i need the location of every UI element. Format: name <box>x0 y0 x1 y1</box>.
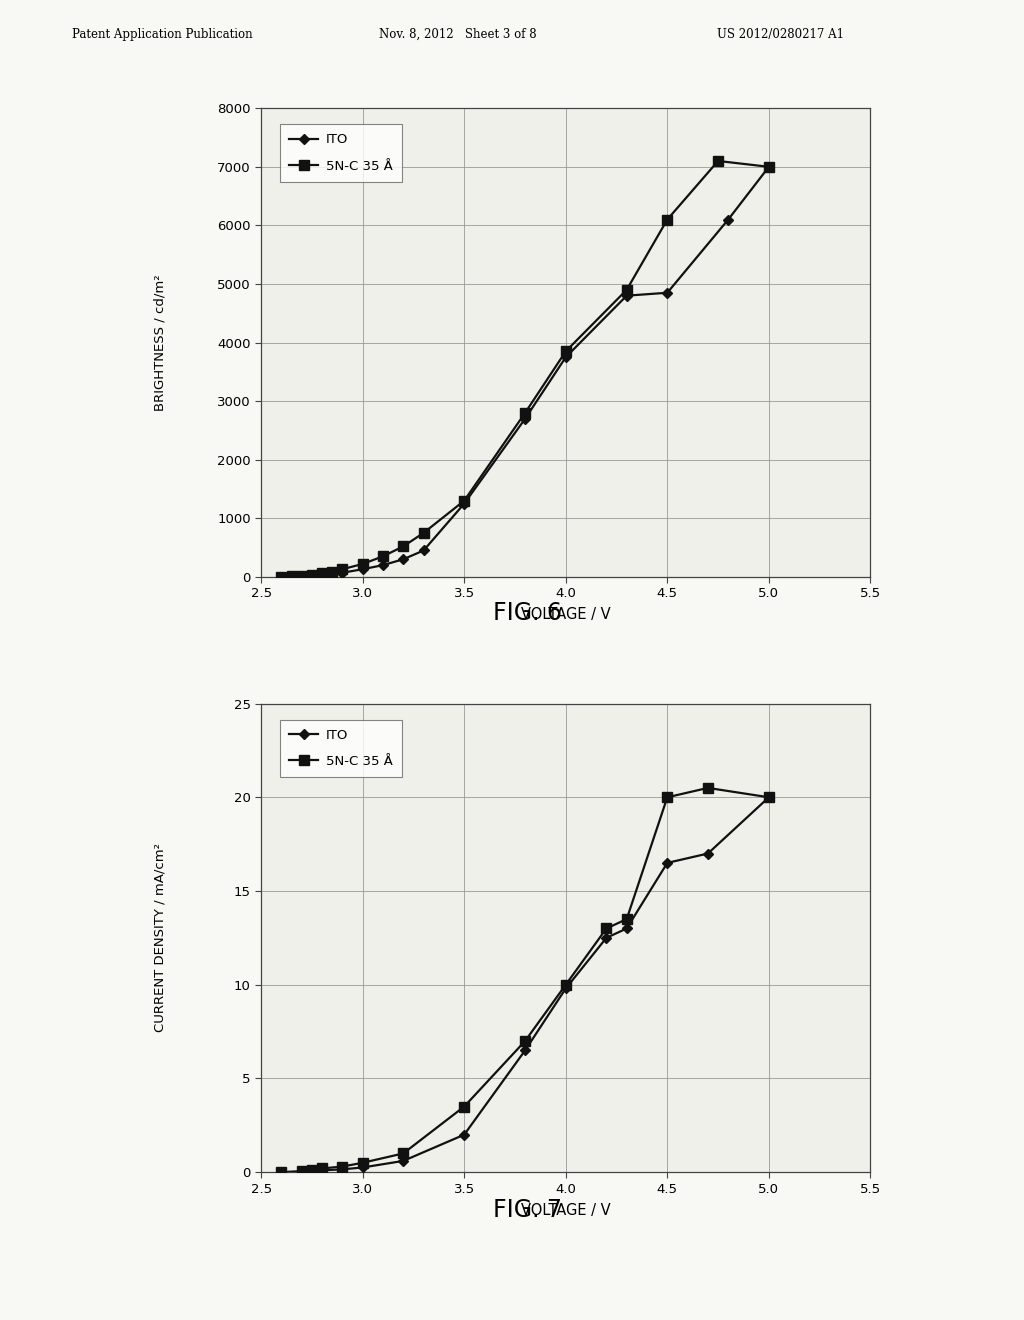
5N-C 35 Å <box>275 1164 288 1180</box>
5N-C 35 Å <box>763 789 775 805</box>
ITO <box>356 1159 369 1175</box>
ITO <box>763 158 775 174</box>
X-axis label: VOLTAGE / V: VOLTAGE / V <box>521 607 610 622</box>
ITO <box>377 557 389 573</box>
5N-C 35 Å <box>559 343 571 359</box>
5N-C 35 Å <box>600 920 612 936</box>
ITO <box>296 569 308 585</box>
5N-C 35 Å <box>315 565 328 581</box>
Line: 5N-C 35 Å: 5N-C 35 Å <box>276 783 773 1176</box>
ITO <box>662 855 674 871</box>
5N-C 35 Å <box>662 789 674 805</box>
5N-C 35 Å <box>315 1160 328 1176</box>
Legend: ITO, 5N-C 35 Å: ITO, 5N-C 35 Å <box>280 124 402 182</box>
Text: FIG. 7: FIG. 7 <box>493 1199 562 1222</box>
5N-C 35 Å <box>621 911 633 927</box>
ITO <box>600 929 612 945</box>
5N-C 35 Å <box>701 780 714 796</box>
Line: ITO: ITO <box>278 793 773 1176</box>
ITO <box>397 1152 410 1168</box>
ITO <box>418 543 430 558</box>
Text: US 2012/0280217 A1: US 2012/0280217 A1 <box>717 28 844 41</box>
ITO <box>356 561 369 577</box>
ITO <box>306 568 318 583</box>
5N-C 35 Å <box>306 566 318 582</box>
ITO <box>519 411 531 426</box>
5N-C 35 Å <box>458 1098 470 1114</box>
5N-C 35 Å <box>326 564 338 579</box>
5N-C 35 Å <box>559 977 571 993</box>
5N-C 35 Å <box>356 556 369 572</box>
ITO <box>326 566 338 582</box>
ITO <box>336 1162 348 1177</box>
Line: 5N-C 35 Å: 5N-C 35 Å <box>276 157 773 581</box>
ITO <box>286 569 298 585</box>
5N-C 35 Å <box>662 211 674 227</box>
ITO <box>336 565 348 581</box>
5N-C 35 Å <box>458 492 470 508</box>
Text: FIG. 6: FIG. 6 <box>493 602 562 626</box>
5N-C 35 Å <box>296 1163 308 1179</box>
5N-C 35 Å <box>336 561 348 577</box>
ITO <box>296 1164 308 1180</box>
5N-C 35 Å <box>275 569 288 585</box>
5N-C 35 Å <box>418 525 430 541</box>
ITO <box>275 1164 288 1180</box>
ITO <box>701 846 714 862</box>
ITO <box>621 920 633 936</box>
5N-C 35 Å <box>519 1034 531 1049</box>
ITO <box>315 1163 328 1179</box>
5N-C 35 Å <box>397 539 410 554</box>
5N-C 35 Å <box>286 569 298 585</box>
5N-C 35 Å <box>336 1159 348 1175</box>
ITO <box>397 552 410 568</box>
5N-C 35 Å <box>763 158 775 174</box>
Y-axis label: BRIGHTNESS / cd/m²: BRIGHTNESS / cd/m² <box>154 275 167 411</box>
Text: Patent Application Publication: Patent Application Publication <box>72 28 252 41</box>
5N-C 35 Å <box>377 548 389 564</box>
ITO <box>559 350 571 366</box>
5N-C 35 Å <box>296 568 308 583</box>
5N-C 35 Å <box>621 282 633 298</box>
ITO <box>621 288 633 304</box>
Y-axis label: CURRENT DENSITY / mA/cm²: CURRENT DENSITY / mA/cm² <box>154 843 167 1032</box>
5N-C 35 Å <box>519 405 531 421</box>
5N-C 35 Å <box>712 153 724 169</box>
X-axis label: VOLTAGE / V: VOLTAGE / V <box>521 1203 610 1217</box>
Line: ITO: ITO <box>278 162 773 581</box>
Text: Nov. 8, 2012   Sheet 3 of 8: Nov. 8, 2012 Sheet 3 of 8 <box>379 28 537 41</box>
ITO <box>458 1127 470 1143</box>
5N-C 35 Å <box>306 1163 318 1179</box>
5N-C 35 Å <box>356 1155 369 1171</box>
ITO <box>763 789 775 805</box>
ITO <box>315 568 328 583</box>
ITO <box>559 981 571 997</box>
Legend: ITO, 5N-C 35 Å: ITO, 5N-C 35 Å <box>280 719 402 777</box>
ITO <box>662 285 674 301</box>
ITO <box>306 1163 318 1179</box>
ITO <box>519 1043 531 1059</box>
ITO <box>275 569 288 585</box>
ITO <box>722 211 734 227</box>
5N-C 35 Å <box>397 1146 410 1162</box>
ITO <box>458 496 470 512</box>
